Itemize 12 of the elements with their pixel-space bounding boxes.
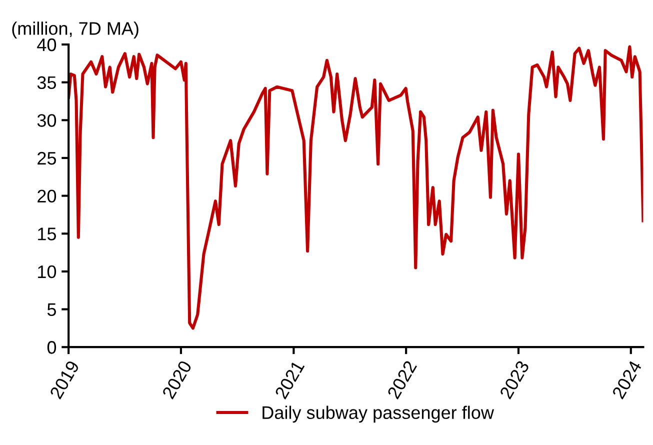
line-series: [68, 45, 644, 330]
y-tick-label: 0: [47, 341, 56, 354]
y-tick-label: 30: [37, 114, 56, 127]
y-tick-label: 25: [38, 152, 56, 165]
y-tick-label: 15: [38, 228, 56, 240]
y-tick-label: 20: [38, 190, 56, 203]
legend-label: Daily subway passenger flow: [262, 406, 494, 423]
y-tick-label: 35: [37, 76, 56, 90]
y-tick-label: 40: [37, 38, 56, 52]
y-axis-title: (million, 7D MA): [12, 22, 138, 38]
y-tick-label: 5: [47, 303, 56, 316]
y-tick-label: 10: [38, 265, 56, 278]
